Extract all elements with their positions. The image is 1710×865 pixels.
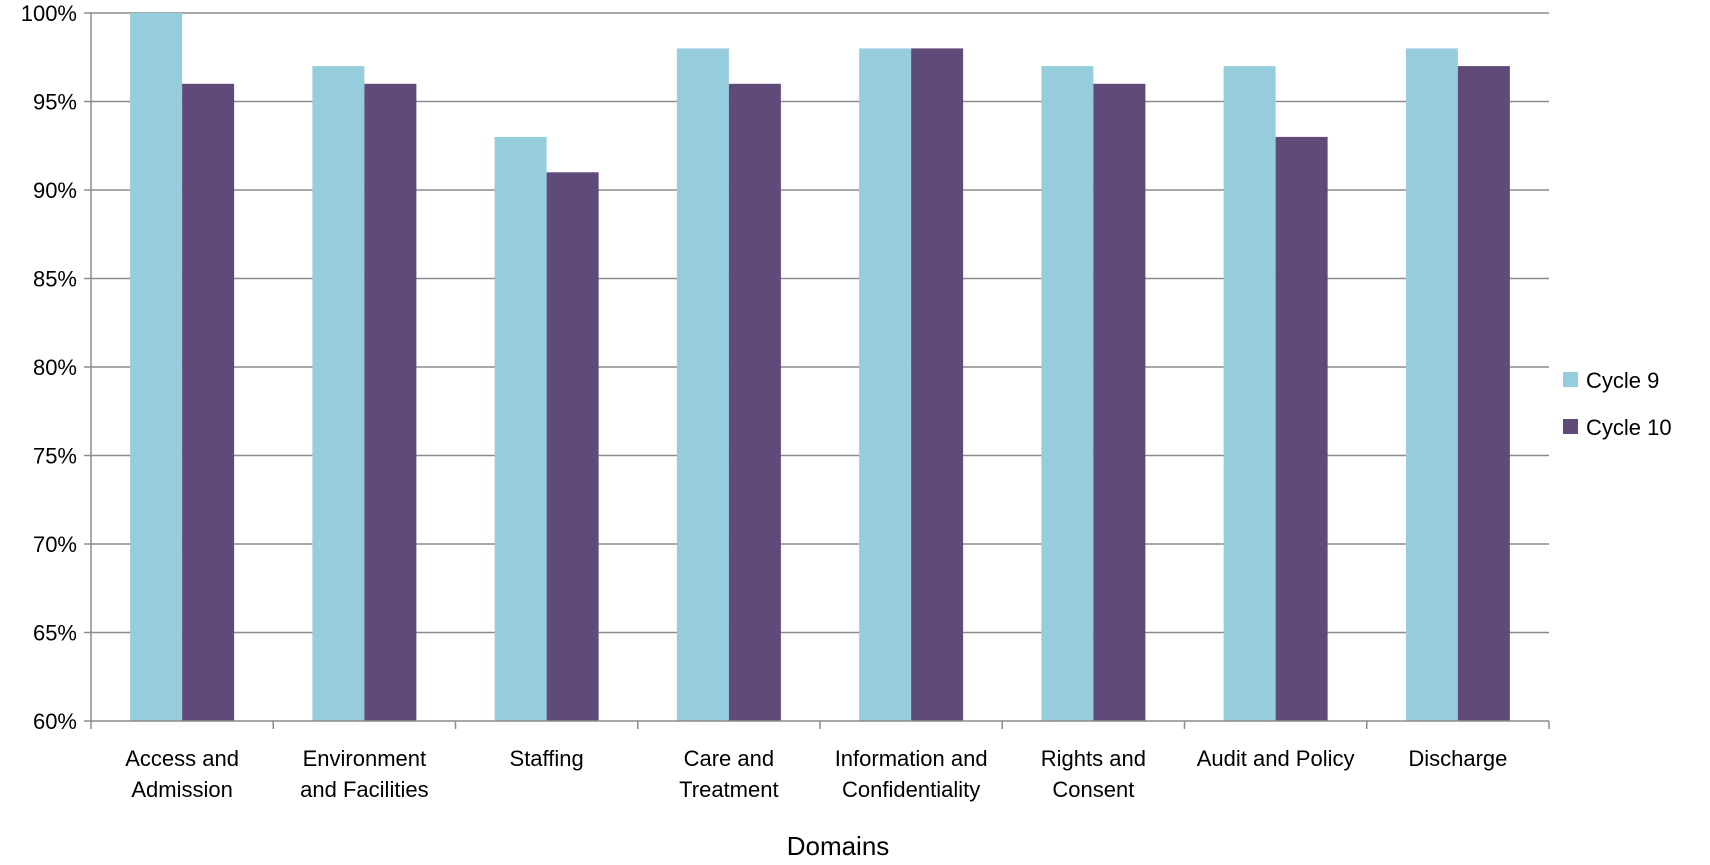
- gridlines: [91, 12, 1549, 634]
- bar-cycle-9: [494, 136, 547, 721]
- x-category-label: Access and Admission: [125, 746, 239, 802]
- bar-cycle-9: [130, 13, 183, 721]
- legend: Cycle 9 Cycle 10: [1563, 368, 1672, 440]
- x-category-label: Audit and Policy: [1197, 746, 1355, 771]
- x-category-label: Staffing: [510, 746, 584, 771]
- x-category-labels: Access and Admission Environment and Facili…: [125, 746, 1507, 802]
- x-category-label: Discharge: [1408, 746, 1507, 771]
- y-tick-label: 75%: [33, 444, 77, 469]
- bar-cycle-10: [1457, 66, 1510, 722]
- bar-cycle-10: [364, 83, 417, 722]
- y-tick-label: 70%: [33, 532, 77, 557]
- bars: [130, 13, 1510, 722]
- bar-cycle-10: [1275, 136, 1328, 721]
- bar-cycle-9: [1405, 48, 1458, 721]
- x-category-label: Information and Confidentiality: [835, 746, 988, 802]
- legend-label: Cycle 9: [1586, 368, 1659, 393]
- bar-cycle-9: [1223, 66, 1276, 722]
- y-tick-label: 85%: [33, 267, 77, 292]
- bar-cycle-10: [182, 83, 235, 722]
- bar-cycle-9: [312, 66, 365, 722]
- bar-cycle-9: [1041, 66, 1094, 722]
- y-tick-label: 95%: [33, 90, 77, 115]
- bar-cycle-10: [1093, 83, 1146, 722]
- y-tick-label: 100%: [21, 1, 77, 26]
- bar-cycle-10: [728, 83, 781, 722]
- y-tick-label: 65%: [33, 621, 77, 646]
- x-category-label: Environment and Facilities: [300, 746, 428, 802]
- legend-swatch: [1563, 372, 1578, 387]
- x-axis-title: Domains: [787, 831, 890, 861]
- bar-cycle-9: [676, 48, 729, 721]
- bar-cycle-10: [546, 172, 599, 722]
- x-category-label: Care and Treatment: [679, 746, 778, 802]
- x-category-label: Rights and Consent: [1041, 746, 1146, 802]
- bar-cycle-10: [911, 48, 964, 721]
- y-tick-labels: 60% 65% 70% 75% 80% 85% 90% 95% 100%: [21, 1, 77, 734]
- legend-label: Cycle 10: [1586, 415, 1672, 440]
- y-tick-label: 90%: [33, 178, 77, 203]
- axes: [84, 12, 1550, 729]
- bar-cycle-9: [859, 48, 912, 721]
- y-tick-label: 60%: [33, 709, 77, 734]
- legend-swatch: [1563, 419, 1578, 434]
- y-tick-label: 80%: [33, 355, 77, 380]
